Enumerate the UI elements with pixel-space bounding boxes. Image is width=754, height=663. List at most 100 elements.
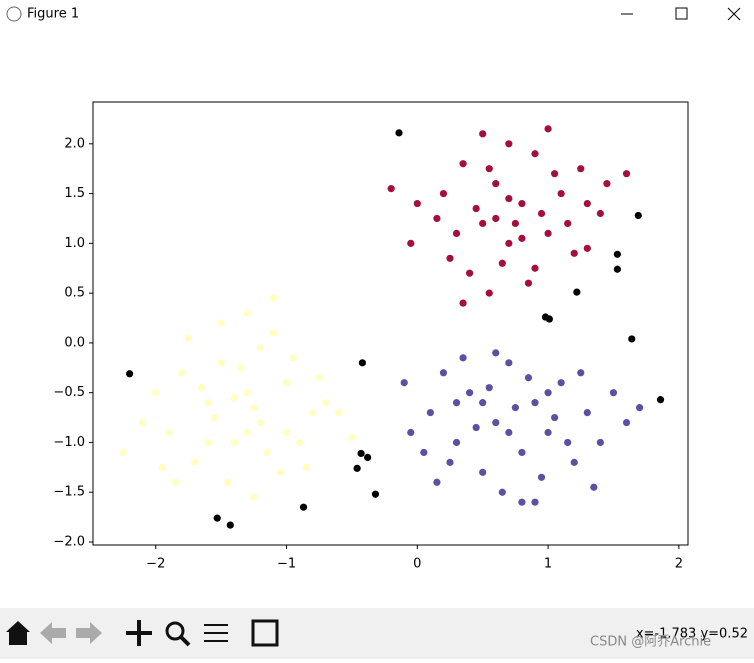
point — [466, 389, 474, 397]
point — [395, 129, 403, 137]
point — [256, 344, 264, 352]
point — [459, 299, 467, 307]
point — [609, 389, 618, 397]
watermark: CSDN @阿乔Archie — [590, 635, 711, 650]
x-tick-label: 2 — [675, 557, 683, 572]
point — [544, 229, 552, 238]
point — [583, 244, 591, 252]
point — [577, 165, 585, 173]
point — [165, 428, 173, 437]
save-button[interactable] — [251, 619, 279, 647]
point — [564, 438, 572, 447]
subplots-button[interactable] — [204, 624, 228, 642]
point — [485, 384, 493, 392]
point — [573, 288, 581, 296]
point — [282, 428, 291, 437]
point — [171, 478, 179, 486]
plot-area — [92, 101, 689, 546]
point — [452, 229, 461, 238]
point — [505, 359, 513, 367]
toolbar-buttons — [6, 619, 279, 647]
point — [603, 180, 611, 188]
point — [544, 389, 552, 397]
point — [583, 199, 591, 208]
point — [322, 399, 330, 407]
point — [531, 498, 539, 506]
point — [505, 194, 513, 203]
point — [152, 389, 160, 397]
point — [433, 214, 441, 223]
y-tick-label: 1.0 — [64, 236, 85, 251]
point — [353, 464, 361, 472]
point — [544, 428, 552, 437]
home-button[interactable] — [6, 621, 30, 645]
point — [511, 404, 519, 412]
status-text: x=-1.783 y=0.52 — [636, 627, 748, 642]
zoom-button[interactable] — [165, 621, 185, 641]
back-button[interactable] — [40, 622, 66, 644]
point — [243, 309, 251, 317]
maximize-button[interactable] — [675, 7, 688, 20]
point — [628, 335, 636, 343]
close-button[interactable] — [727, 7, 741, 21]
point — [518, 448, 526, 457]
point — [204, 438, 212, 447]
point — [184, 334, 193, 342]
x-tick-label: −1 — [277, 557, 296, 572]
point — [492, 418, 500, 427]
point — [479, 130, 487, 138]
point — [276, 468, 284, 476]
point — [446, 458, 454, 466]
x-tick-label: 0 — [413, 557, 421, 572]
point — [217, 319, 225, 327]
x-tick-label: −2 — [146, 557, 165, 572]
point — [250, 493, 258, 501]
pan-button[interactable] — [126, 620, 152, 646]
point — [433, 478, 441, 486]
point — [505, 428, 513, 437]
point — [537, 473, 546, 481]
point — [224, 478, 232, 486]
y-tick-label: 0.0 — [64, 335, 85, 350]
point — [158, 463, 166, 471]
x-tick-label: 1 — [544, 557, 552, 572]
point — [357, 449, 365, 458]
point — [492, 349, 500, 357]
point — [531, 150, 539, 158]
point — [518, 498, 526, 506]
point — [371, 490, 380, 498]
point — [204, 399, 212, 407]
point — [551, 413, 559, 422]
point — [596, 209, 604, 218]
point — [492, 214, 500, 223]
point — [452, 399, 461, 407]
point — [213, 514, 221, 522]
point — [230, 394, 238, 402]
y-tick-label: −2.0 — [53, 535, 85, 550]
point — [531, 264, 539, 272]
y-tick-label: −0.5 — [53, 385, 85, 400]
point — [613, 265, 621, 273]
point — [511, 219, 519, 228]
point — [485, 289, 493, 297]
point — [524, 374, 533, 382]
point — [564, 219, 572, 228]
point — [387, 185, 395, 193]
point — [178, 369, 186, 377]
y-tick-label: 2.0 — [64, 136, 85, 151]
point — [420, 448, 428, 457]
point — [289, 354, 297, 362]
point — [545, 315, 553, 323]
point — [211, 413, 219, 422]
point — [315, 374, 323, 382]
point — [364, 453, 372, 461]
point — [407, 239, 415, 247]
point — [243, 428, 251, 437]
point — [358, 359, 366, 367]
point — [439, 369, 448, 377]
point — [583, 408, 591, 417]
forward-button[interactable] — [76, 622, 102, 644]
marks — [119, 125, 665, 529]
y-tick-label: 0.5 — [64, 286, 85, 301]
